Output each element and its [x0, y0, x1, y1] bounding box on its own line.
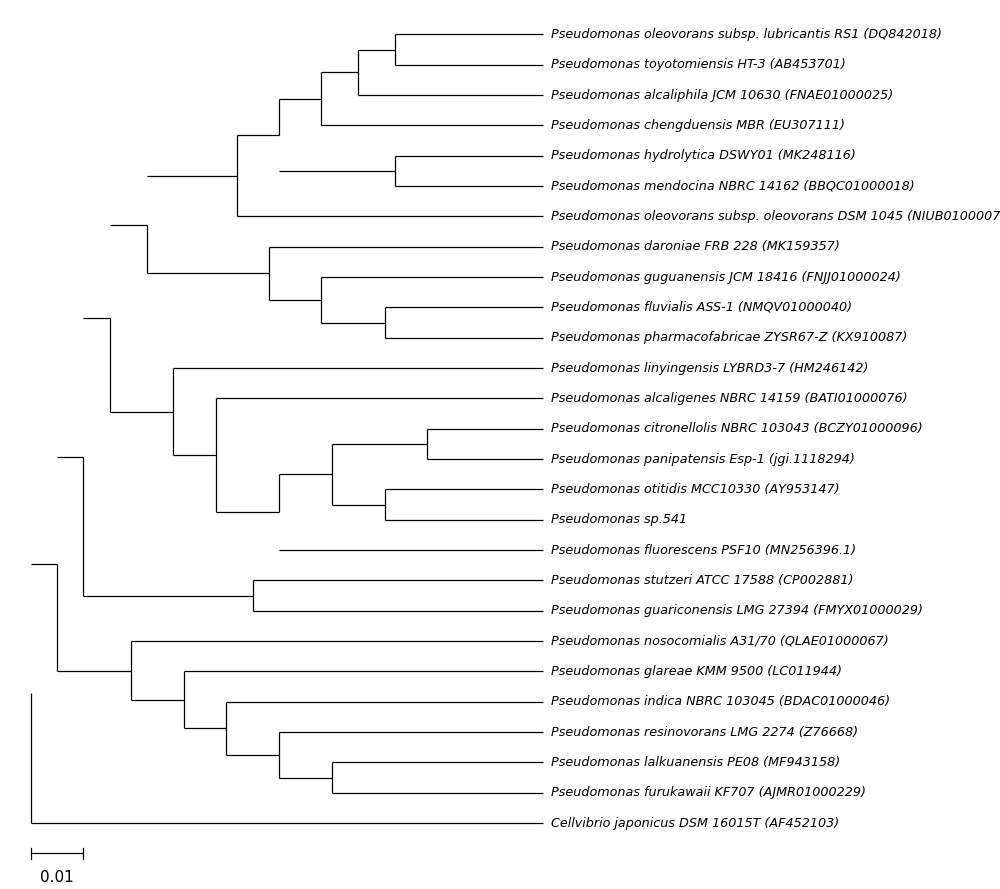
Text: Pseudomonas indica NBRC 103045 (BDAC01000046): Pseudomonas indica NBRC 103045 (BDAC0100… — [551, 695, 891, 709]
Text: Pseudomonas chengduensis MBR (EU307111): Pseudomonas chengduensis MBR (EU307111) — [551, 119, 845, 132]
Text: Pseudomonas lalkuanensis PE08 (MF943158): Pseudomonas lalkuanensis PE08 (MF943158) — [551, 756, 841, 769]
Text: Pseudomonas alcaligenes NBRC 14159 (BATI01000076): Pseudomonas alcaligenes NBRC 14159 (BATI… — [551, 392, 908, 405]
Text: Pseudomonas linyingensis LYBRD3-7 (HM246142): Pseudomonas linyingensis LYBRD3-7 (HM246… — [551, 362, 869, 374]
Text: Pseudomonas toyotomiensis HT-3 (AB453701): Pseudomonas toyotomiensis HT-3 (AB453701… — [551, 59, 846, 71]
Text: Pseudomonas furukawaii KF707 (AJMR01000229): Pseudomonas furukawaii KF707 (AJMR010002… — [551, 786, 866, 799]
Text: Pseudomonas glareae KMM 9500 (LC011944): Pseudomonas glareae KMM 9500 (LC011944) — [551, 665, 842, 678]
Text: 0.01: 0.01 — [40, 870, 74, 885]
Text: Pseudomonas mendocina NBRC 14162 (BBQC01000018): Pseudomonas mendocina NBRC 14162 (BBQC01… — [551, 180, 915, 193]
Text: Pseudomonas alcaliphila JCM 10630 (FNAE01000025): Pseudomonas alcaliphila JCM 10630 (FNAE0… — [551, 89, 894, 101]
Text: Pseudomonas sp.541: Pseudomonas sp.541 — [551, 513, 688, 526]
Text: Pseudomonas oleovorans subsp. oleovorans DSM 1045 (NIUB01000072): Pseudomonas oleovorans subsp. oleovorans… — [551, 210, 1000, 223]
Text: Pseudomonas nosocomialis A31/70 (QLAE01000067): Pseudomonas nosocomialis A31/70 (QLAE010… — [551, 635, 889, 648]
Text: Pseudomonas stutzeri ATCC 17588 (CP002881): Pseudomonas stutzeri ATCC 17588 (CP00288… — [551, 574, 854, 587]
Text: Pseudomonas pharmacofabricae ZYSR67-Z (KX910087): Pseudomonas pharmacofabricae ZYSR67-Z (K… — [551, 332, 908, 344]
Text: Pseudomonas fluvialis ASS-1 (NMQV01000040): Pseudomonas fluvialis ASS-1 (NMQV0100004… — [551, 301, 853, 314]
Text: Pseudomonas otitidis MCC10330 (AY953147): Pseudomonas otitidis MCC10330 (AY953147) — [551, 483, 840, 496]
Text: Pseudomonas panipatensis Esp-1 (jgi.1118294): Pseudomonas panipatensis Esp-1 (jgi.1118… — [551, 453, 855, 466]
Text: Pseudomonas guariconensis LMG 27394 (FMYX01000029): Pseudomonas guariconensis LMG 27394 (FMY… — [551, 605, 923, 617]
Text: Pseudomonas resinovorans LMG 2274 (Z76668): Pseudomonas resinovorans LMG 2274 (Z7666… — [551, 725, 859, 739]
Text: Pseudomonas citronellolis NBRC 103043 (BCZY01000096): Pseudomonas citronellolis NBRC 103043 (B… — [551, 422, 923, 436]
Text: Pseudomonas daroniae FRB 228 (MK159357): Pseudomonas daroniae FRB 228 (MK159357) — [551, 240, 840, 253]
Text: Pseudomonas oleovorans subsp. lubricantis RS1 (DQ842018): Pseudomonas oleovorans subsp. lubricanti… — [551, 28, 942, 41]
Text: Pseudomonas guguanensis JCM 18416 (FNJJ01000024): Pseudomonas guguanensis JCM 18416 (FNJJ0… — [551, 270, 901, 284]
Text: Pseudomonas hydrolytica DSWY01 (MK248116): Pseudomonas hydrolytica DSWY01 (MK248116… — [551, 149, 856, 163]
Text: Cellvibrio japonicus DSM 16015T (AF452103): Cellvibrio japonicus DSM 16015T (AF45210… — [551, 817, 840, 829]
Text: Pseudomonas fluorescens PSF10 (MN256396.1): Pseudomonas fluorescens PSF10 (MN256396.… — [551, 544, 857, 557]
